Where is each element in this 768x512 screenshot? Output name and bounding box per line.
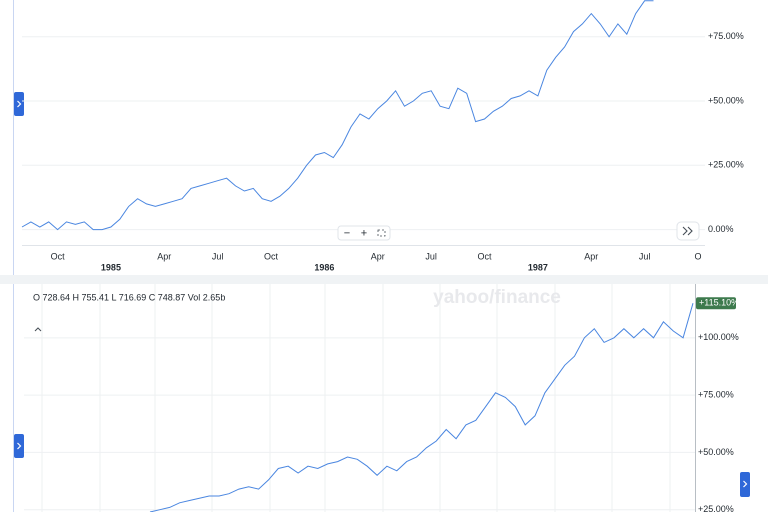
watermark: yahoo/finance: [433, 287, 561, 308]
month-label: O: [694, 251, 701, 261]
y-tick-label: 0.00%: [708, 224, 734, 234]
month-label: Jul: [639, 251, 651, 261]
fullscreen[interactable]: [377, 229, 386, 237]
last-value-label: +115.10%: [699, 298, 739, 308]
double-arrow: [682, 226, 693, 236]
price-line: [21, 0, 654, 231]
month-label: Apr: [157, 251, 171, 261]
last-value-badge: [696, 297, 736, 310]
ohlc-readout: O 728.64 H 755.41 L 716.69 C 748.87 Vol …: [33, 292, 225, 302]
y-tick-label: +50.00%: [698, 447, 734, 457]
month-label: Oct: [51, 251, 66, 261]
zoom-controls: [337, 225, 391, 241]
zoom-out[interactable]: −: [344, 227, 350, 239]
y-tick-label: +75.00%: [708, 31, 744, 41]
tab-arrow: [17, 442, 22, 450]
month-label: Oct: [478, 251, 493, 261]
month-label: Jul: [212, 251, 224, 261]
year-label: 1986: [314, 262, 334, 272]
y-tick-label: +50.00%: [708, 95, 744, 105]
price-line: [149, 303, 694, 512]
y-tick-label: +100.00%: [698, 332, 739, 342]
y-tick-label: +75.00%: [698, 390, 734, 400]
year-label: 1985: [101, 262, 121, 272]
collapse-caret[interactable]: [34, 327, 42, 332]
y-tick-label: +25.00%: [708, 160, 744, 170]
side-tab[interactable]: [740, 472, 750, 497]
month-label: Apr: [584, 251, 598, 261]
side-tab[interactable]: [14, 92, 24, 116]
zoom-in[interactable]: +: [361, 227, 367, 239]
tab-arrow: [743, 480, 748, 488]
month-label: Apr: [371, 251, 385, 261]
year-label: 1987: [528, 262, 548, 272]
scroll-end[interactable]: [676, 221, 700, 241]
month-label: Jul: [425, 251, 437, 261]
y-tick-label: +25.00%: [698, 504, 734, 512]
tab-arrow: [17, 100, 22, 108]
panel-gap: [0, 275, 768, 284]
side-tab[interactable]: [14, 434, 24, 458]
month-label: Oct: [264, 251, 279, 261]
